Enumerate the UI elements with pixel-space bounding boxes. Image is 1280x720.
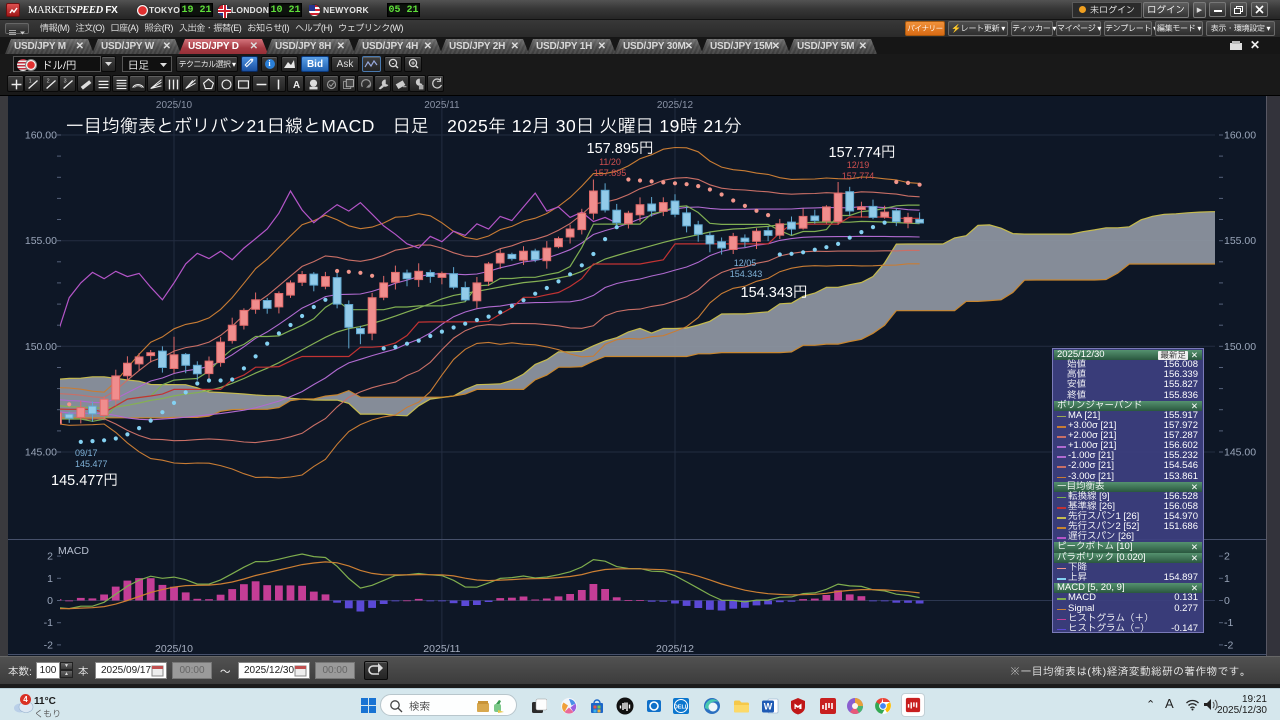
svg-text:DELL: DELL — [674, 704, 689, 710]
svg-text:154.343円: 154.343円 — [741, 285, 808, 301]
svg-text:145.477円: 145.477円 — [51, 473, 118, 489]
svg-text:MACD: MACD — [58, 545, 89, 557]
svg-text:-: - — [392, 60, 395, 67]
svg-text:+: + — [411, 60, 415, 67]
svg-text:一目均衡表とボリバン21日線とMACD 日足 2025年 1: 一目均衡表とボリバン21日線とMACD 日足 2025年 12月 30日 火曜日… — [66, 116, 742, 136]
svg-text:-1: -1 — [44, 617, 53, 629]
svg-text:150.00: 150.00 — [1224, 341, 1256, 353]
svg-text:2: 2 — [47, 551, 53, 563]
svg-text:154.343: 154.343 — [730, 269, 763, 279]
svg-text:150.00: 150.00 — [25, 341, 57, 353]
svg-text:3: 3 — [64, 78, 67, 84]
svg-text:09/17: 09/17 — [75, 448, 98, 458]
svg-text:157.895円: 157.895円 — [587, 141, 654, 157]
svg-text:157.774: 157.774 — [842, 171, 875, 181]
svg-text:2025/10: 2025/10 — [155, 643, 193, 655]
svg-text:-2: -2 — [1224, 639, 1233, 651]
svg-text:1: 1 — [29, 78, 32, 84]
svg-text:160.00: 160.00 — [25, 130, 57, 142]
svg-text:W: W — [764, 702, 773, 712]
svg-text:12/05: 12/05 — [734, 258, 757, 268]
svg-text:2: 2 — [1224, 551, 1230, 563]
svg-text:11/20: 11/20 — [599, 157, 621, 167]
svg-text:2: 2 — [47, 78, 50, 84]
svg-text:2025/11: 2025/11 — [424, 100, 460, 111]
svg-text:1: 1 — [1224, 573, 1230, 585]
svg-text:155.00: 155.00 — [1224, 235, 1256, 247]
svg-text:2025/12: 2025/12 — [656, 643, 694, 655]
svg-text:157.774円: 157.774円 — [829, 145, 896, 161]
svg-text:A: A — [293, 80, 300, 91]
svg-text:155.00: 155.00 — [25, 235, 57, 247]
svg-text:145.00: 145.00 — [1224, 447, 1256, 459]
svg-text:145.00: 145.00 — [25, 447, 57, 459]
svg-text:0: 0 — [47, 595, 53, 607]
svg-text:12/19: 12/19 — [847, 160, 870, 170]
svg-text:145.477: 145.477 — [75, 459, 108, 469]
svg-text:-2: -2 — [44, 639, 53, 651]
svg-text:2025/12: 2025/12 — [657, 100, 694, 111]
svg-text:-1: -1 — [1224, 617, 1233, 629]
svg-text:2025/11: 2025/11 — [423, 643, 460, 655]
svg-text:157.895: 157.895 — [594, 168, 627, 178]
svg-text:0: 0 — [1224, 595, 1230, 607]
svg-text:160.00: 160.00 — [1224, 130, 1256, 142]
svg-text:1: 1 — [47, 573, 53, 585]
svg-text:2025/10: 2025/10 — [156, 100, 193, 111]
